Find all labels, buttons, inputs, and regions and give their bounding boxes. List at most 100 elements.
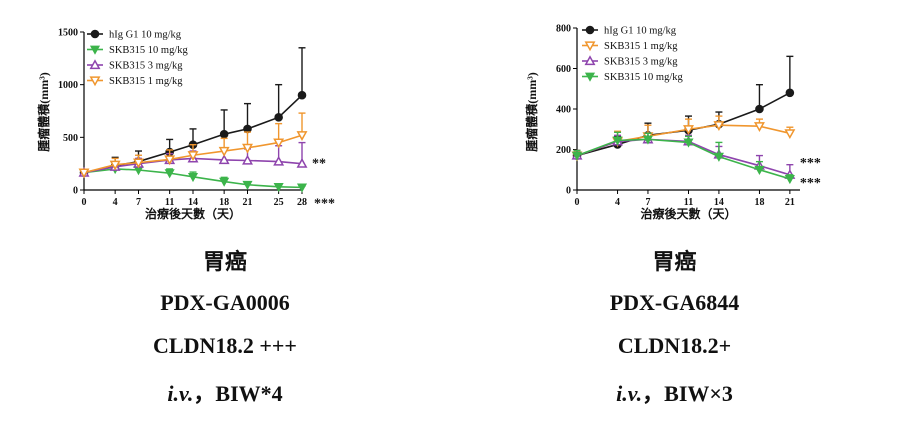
- legend-marker: [89, 59, 101, 70]
- y-axis-label: 腫瘤體積(mm³): [524, 72, 539, 152]
- x-tick-label: 11: [684, 197, 693, 208]
- x-tick-label: 21: [243, 197, 253, 208]
- chart-panel-right: 0 200 400 600 800 0 4 7 11 14 18 21 腫瘤體積(mm³) 治療後天數（天…: [450, 0, 899, 427]
- legend-entry: SKB315 1 mg/kg: [582, 41, 678, 52]
- caption-cancer-type: 胃癌: [652, 249, 697, 274]
- legend-label: SKB315 3 mg/kg: [109, 61, 183, 72]
- data-point: [784, 175, 795, 185]
- caption-model: PDX-GA0006: [160, 290, 290, 315]
- data-point: [296, 157, 308, 168]
- caption-route: i.v.: [167, 381, 194, 406]
- x-axis-label: 治療後天數（天）: [145, 206, 241, 221]
- legend-marker: [89, 76, 101, 87]
- data-point: [571, 151, 583, 161]
- x-tick-label: 25: [274, 197, 284, 208]
- data-point: [187, 172, 199, 183]
- significance-annotation: ***: [800, 176, 821, 191]
- data-point: [164, 155, 176, 166]
- y-tick-label: 0: [566, 186, 571, 197]
- legend-entry: hIg G1 10 mg/kg: [582, 26, 677, 37]
- legend-label: SKB315 3 mg/kg: [604, 57, 678, 68]
- x-tick-label: 14: [714, 197, 724, 208]
- legend-marker: [90, 29, 100, 39]
- data-point: [612, 136, 623, 146]
- caption-marker: CLDN18.2 +++: [153, 333, 297, 358]
- caption-schedule: ，BIW×3: [642, 381, 733, 406]
- data-point: [683, 138, 694, 148]
- y-tick-label: 400: [556, 105, 571, 116]
- data-point: [164, 169, 175, 179]
- data-point: [133, 158, 144, 169]
- legend-entry: SKB315 3 mg/kg: [87, 59, 183, 72]
- x-tick-label: 28: [297, 197, 307, 208]
- significance-annotation: ***: [800, 156, 821, 171]
- caption-model: PDX-GA6844: [609, 290, 740, 315]
- legend-marker: [584, 41, 596, 52]
- series-skb315-10-mg-kg: [571, 131, 795, 185]
- legend-label: hIg G1 10 mg/kg: [109, 30, 182, 41]
- y-tick-label: 1000: [58, 80, 78, 91]
- data-point: [713, 121, 725, 131]
- data-point: [274, 113, 283, 122]
- data-point: [187, 151, 199, 161]
- caption-dosing: i.v.，BIW*4: [0, 376, 450, 408]
- legend-label: SKB315 1 mg/kg: [604, 41, 678, 52]
- y-tick-label: 800: [556, 24, 571, 35]
- x-tick-label: 21: [785, 197, 795, 208]
- x-tick-label: 11: [165, 197, 174, 208]
- caption-dosing: i.v.，BIW×3: [450, 376, 899, 408]
- legend-entry: SKB315 3 mg/kg: [582, 55, 678, 68]
- data-point: [219, 177, 230, 187]
- legend-marker: [584, 72, 596, 82]
- caption-route: i.v.: [616, 381, 643, 406]
- data-point: [642, 135, 654, 145]
- tumor-volume-chart-ga0006: 0 500 1000 1500 0 4 7 11 14 18 21 25 28 腫瘤體積(mm³) 治療後天…: [36, 28, 335, 222]
- legend-label: SKB315 1 mg/kg: [109, 76, 183, 87]
- legend-label: SKB315 10 mg/kg: [604, 72, 684, 83]
- legend-marker: [585, 25, 595, 35]
- legend-entry: hIg G1 10 mg/kg: [87, 30, 182, 41]
- data-point: [242, 143, 253, 154]
- data-point: [242, 180, 253, 190]
- caption-schedule: ，BIW*4: [193, 381, 283, 406]
- x-tick-label: 18: [754, 197, 764, 208]
- y-tick-label: 500: [63, 133, 78, 144]
- x-tick-label: 14: [188, 197, 198, 208]
- data-point: [218, 146, 230, 157]
- data-point: [109, 160, 121, 171]
- x-tick-label: 7: [136, 197, 141, 208]
- data-point: [273, 182, 284, 193]
- x-tick-label: 4: [615, 197, 620, 208]
- x-tick-label: 7: [645, 197, 650, 208]
- data-point: [755, 104, 764, 114]
- data-point: [273, 138, 285, 149]
- data-point: [242, 154, 253, 165]
- caption-cancer-type: 胃癌: [202, 249, 247, 274]
- legend-entry: SKB315 10 mg/kg: [582, 72, 684, 83]
- data-point: [754, 165, 765, 175]
- legend-marker: [584, 55, 596, 66]
- x-tick-label: 0: [575, 197, 580, 208]
- caption-marker: CLDN18.2+: [617, 333, 732, 358]
- legend-label: hIg G1 10 mg/kg: [604, 26, 677, 37]
- data-point: [784, 129, 796, 140]
- y-tick-label: 200: [556, 145, 571, 156]
- data-point: [713, 152, 724, 162]
- data-point: [297, 90, 307, 100]
- legend-label: SKB315 10 mg/kg: [109, 45, 189, 56]
- x-axis-label: 治療後天數（天）: [640, 206, 736, 221]
- y-tick-label: 0: [73, 186, 78, 197]
- data-point: [273, 155, 285, 166]
- significance-annotation: ***: [314, 196, 335, 211]
- chart-panel-left: 0 500 1000 1500 0 4 7 11 14 18 21 25 28 腫瘤體積(mm³) 治療後天…: [0, 28, 450, 408]
- tumor-volume-chart-ga6844: 0 200 400 600 800 0 4 7 11 14 18 21 腫瘤體積(mm³) 治療後天數（天…: [524, 24, 821, 222]
- data-point: [753, 122, 765, 132]
- series-skb315-1-mg-kg: [78, 112, 308, 179]
- y-axis-label: 腫瘤體積(mm³): [36, 72, 51, 152]
- x-tick-label: 4: [113, 197, 118, 208]
- y-tick-label: 600: [556, 64, 571, 75]
- y-tick-label: 1500: [58, 28, 78, 39]
- data-point: [683, 125, 694, 135]
- x-tick-label: 18: [219, 197, 229, 208]
- data-point: [218, 154, 230, 165]
